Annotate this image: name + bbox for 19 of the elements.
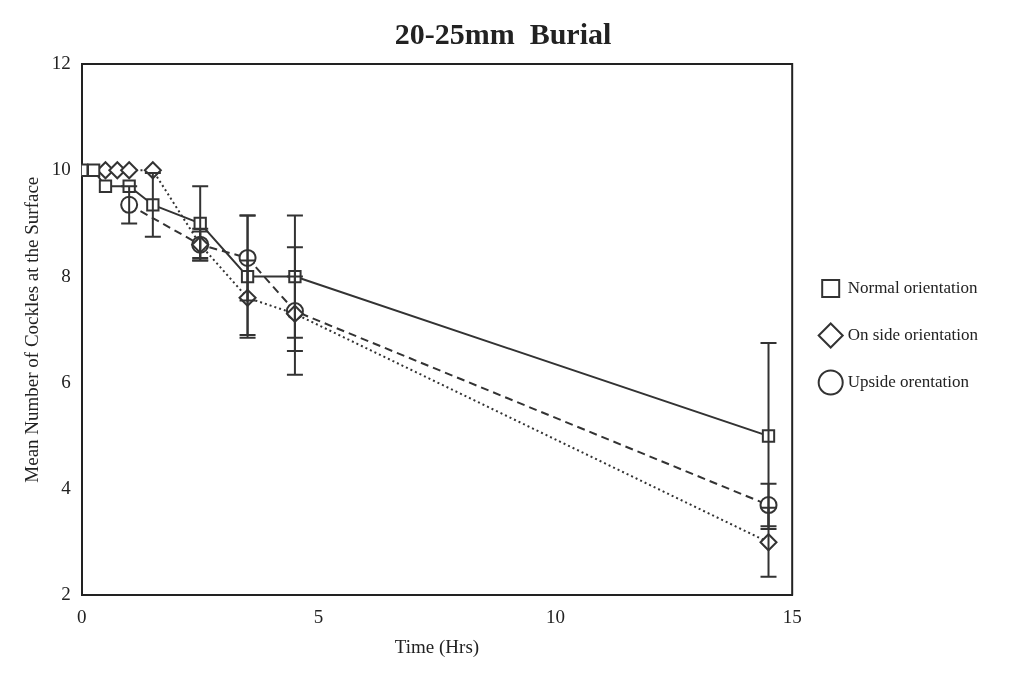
- chart-title: 20-25mm Burial: [394, 16, 612, 50]
- y-tick-label: 8: [61, 264, 71, 286]
- y-tick-label: 2: [61, 583, 71, 605]
- x-axis-title: Time (Hrs): [394, 635, 480, 658]
- x-tick-label: 0: [77, 605, 87, 627]
- legend-label: Normal orientation: [847, 277, 979, 297]
- point: [98, 179, 113, 193]
- y-axis-title: Mean Number of Cockles at the Surface: [21, 176, 43, 483]
- y-tick-label: 12: [51, 51, 71, 73]
- legend-label: Upside orentation: [847, 371, 970, 391]
- point: [120, 161, 139, 180]
- x-tick-label: 5: [313, 605, 324, 627]
- point: [86, 163, 101, 177]
- x-tick-label: 15: [782, 605, 802, 627]
- legend-label: On side orientation: [847, 324, 979, 344]
- y-tick-label: 6: [61, 370, 71, 392]
- y-tick-label: 10: [51, 158, 71, 180]
- x-tick-label: 10: [545, 605, 565, 627]
- y-tick-label: 4: [61, 477, 72, 499]
